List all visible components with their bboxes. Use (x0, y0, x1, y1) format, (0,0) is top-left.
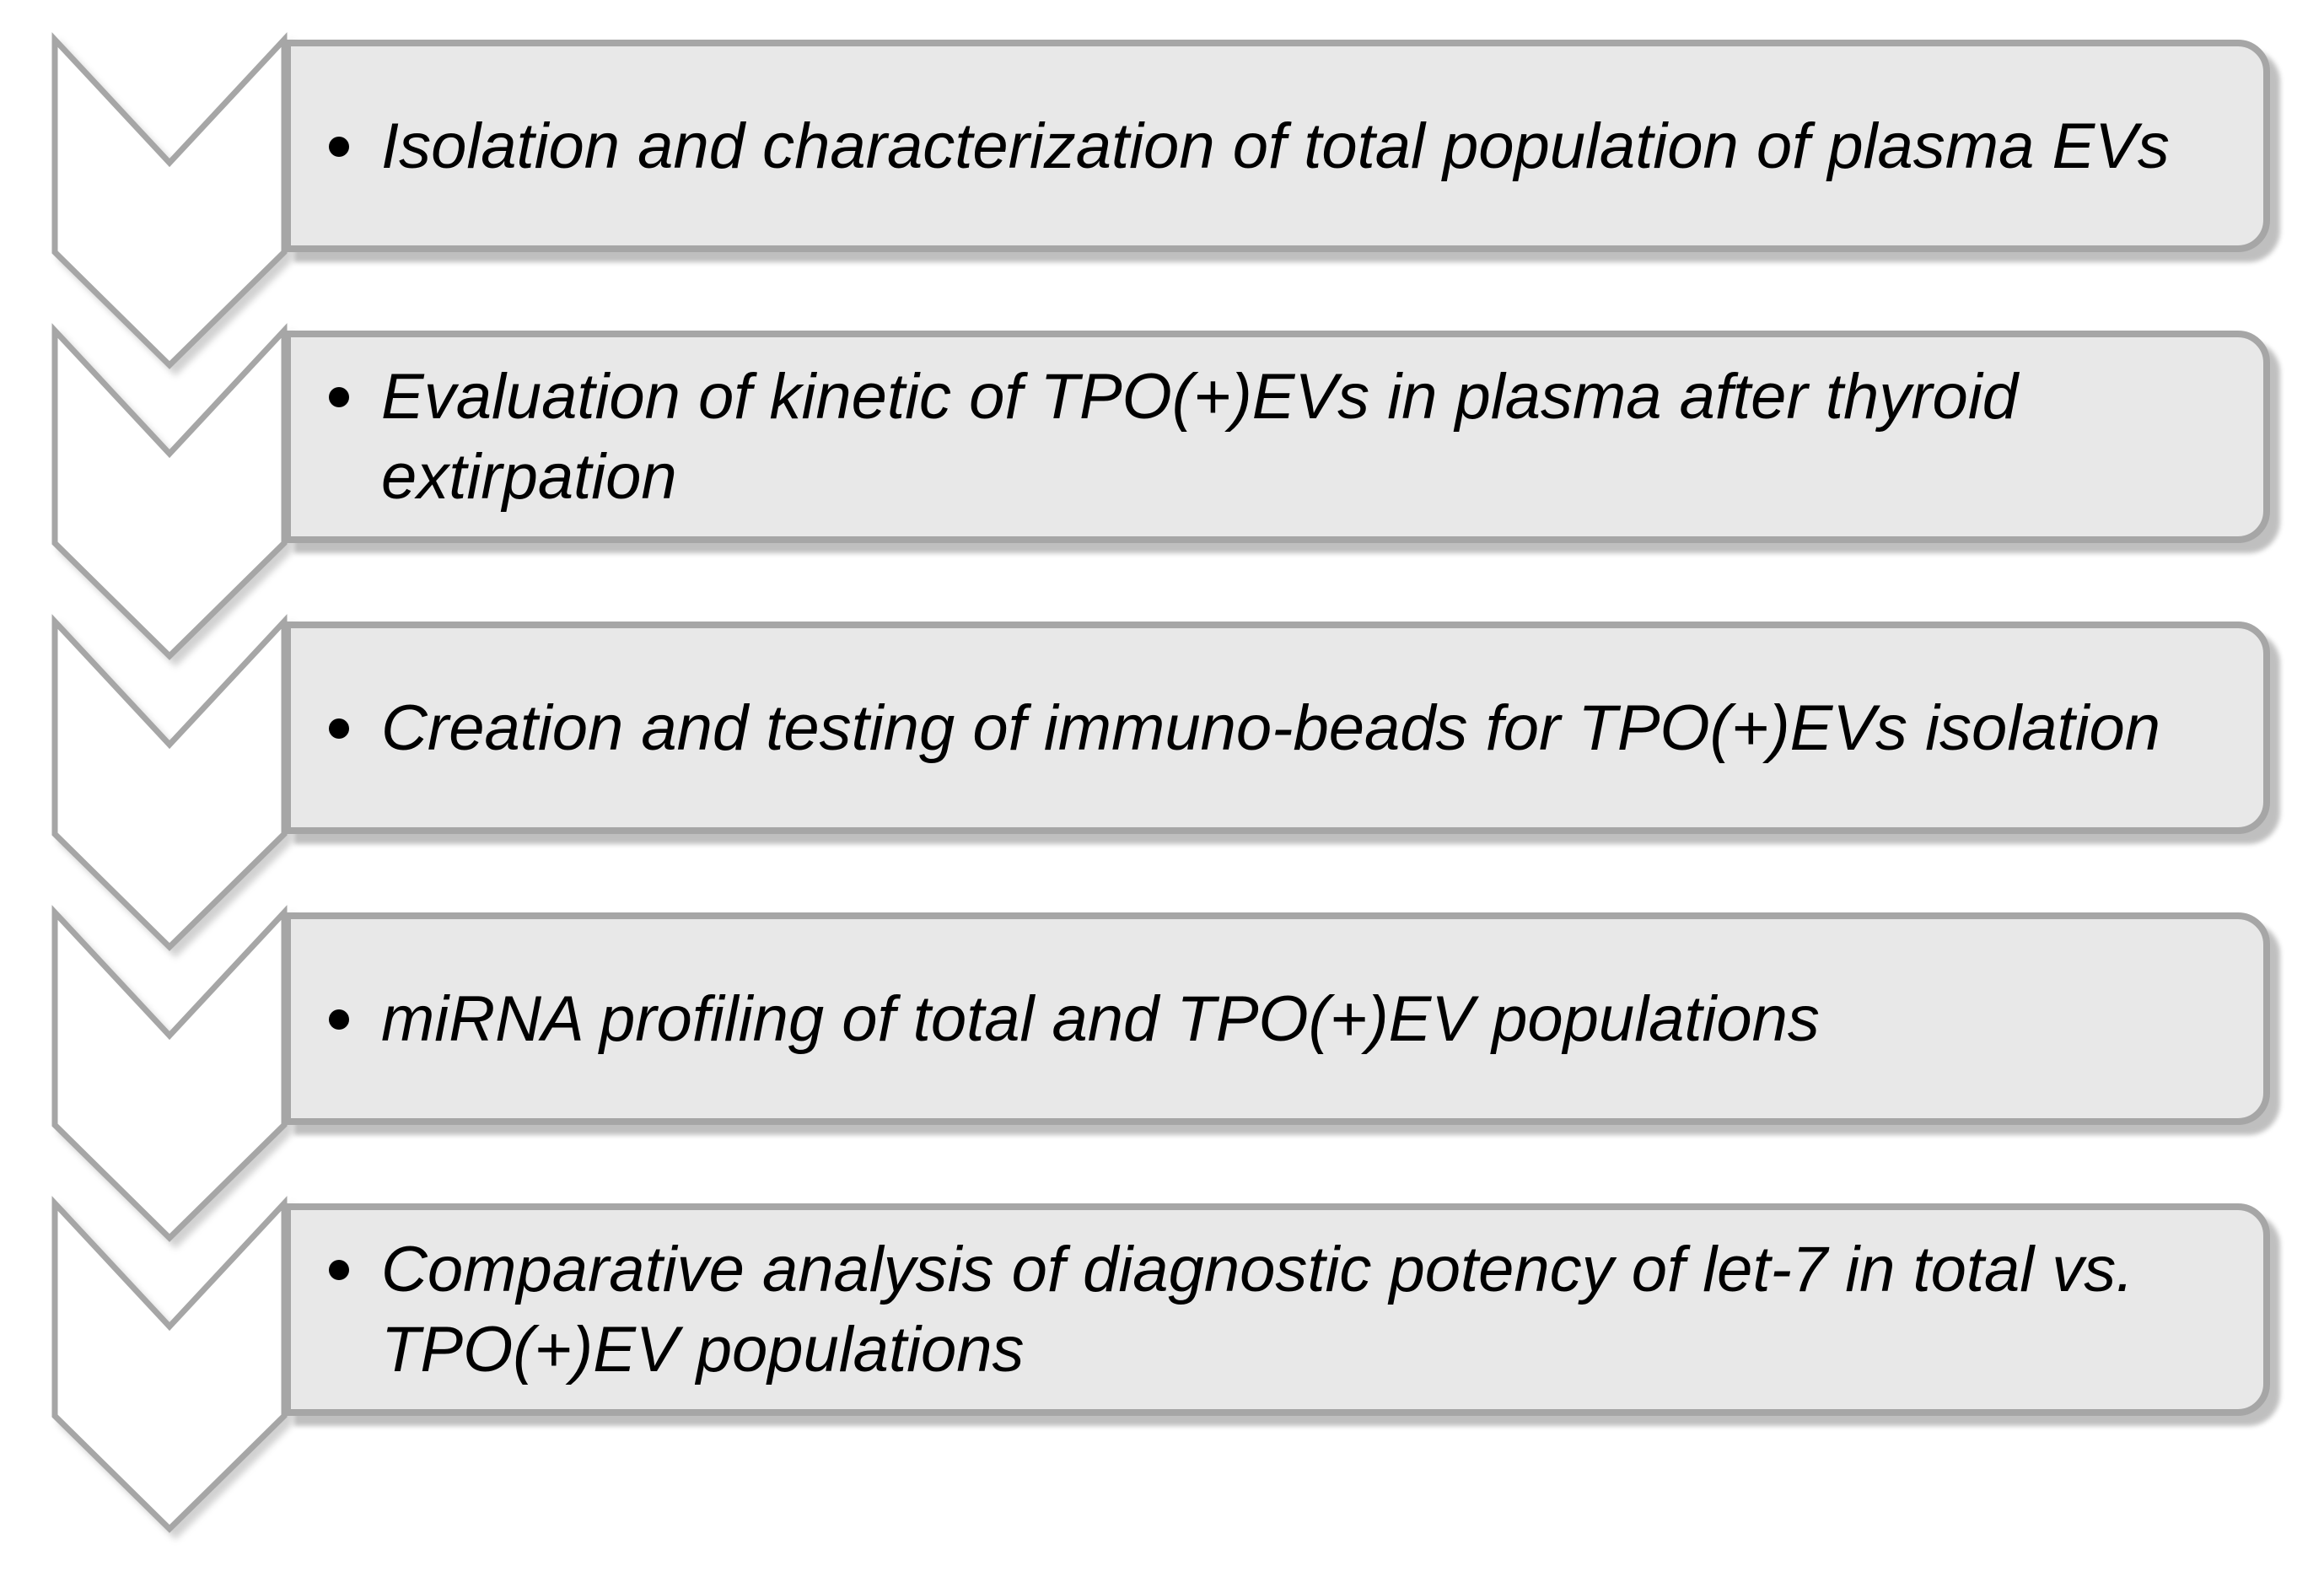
process-step-row-4: miRNA profiling of total and TPO(+)EV po… (0, 905, 2324, 1242)
process-step-row-1: Isolation and characterization of total … (0, 32, 2324, 369)
process-step-row-5: Comparative analysis of diagnostic poten… (0, 1196, 2324, 1533)
step-content: Creation and testing of immuno-beads for… (291, 688, 2263, 768)
chevron-down-icon (51, 32, 288, 369)
bullet-dot-icon (329, 1009, 349, 1030)
bullet-dot-icon (329, 1260, 349, 1280)
bullet-dot-icon (329, 136, 349, 157)
step-content: miRNA profiling of total and TPO(+)EV po… (291, 979, 2263, 1059)
step-box: Comparative analysis of diagnostic poten… (284, 1203, 2270, 1416)
step-text: Creation and testing of immuno-beads for… (381, 691, 2161, 764)
step-box: Evaluation of kinetic of TPO(+)EVs in pl… (284, 331, 2270, 543)
bullet-dot-icon (329, 718, 349, 739)
process-step-row-2: Evaluation of kinetic of TPO(+)EVs in pl… (0, 323, 2324, 660)
step-content: Comparative analysis of diagnostic poten… (291, 1230, 2263, 1390)
step-box: miRNA profiling of total and TPO(+)EV po… (284, 912, 2270, 1125)
step-text: Comparative analysis of diagnostic poten… (381, 1234, 2134, 1386)
step-content: Evaluation of kinetic of TPO(+)EVs in pl… (291, 357, 2263, 517)
chevron-down-icon (51, 1196, 288, 1533)
step-text: Isolation and characterization of total … (381, 110, 2170, 182)
step-content: Isolation and characterization of total … (291, 106, 2263, 186)
chevron-down-icon (51, 614, 288, 951)
step-box: Isolation and characterization of total … (284, 40, 2270, 252)
chevron-down-icon (51, 323, 288, 660)
step-text: Evaluation of kinetic of TPO(+)EVs in pl… (381, 361, 2018, 513)
chevron-down-icon (51, 905, 288, 1242)
step-text: miRNA profiling of total and TPO(+)EV po… (381, 982, 1820, 1055)
process-step-row-3: Creation and testing of immuno-beads for… (0, 614, 2324, 951)
step-box: Creation and testing of immuno-beads for… (284, 622, 2270, 834)
bullet-dot-icon (329, 387, 349, 407)
